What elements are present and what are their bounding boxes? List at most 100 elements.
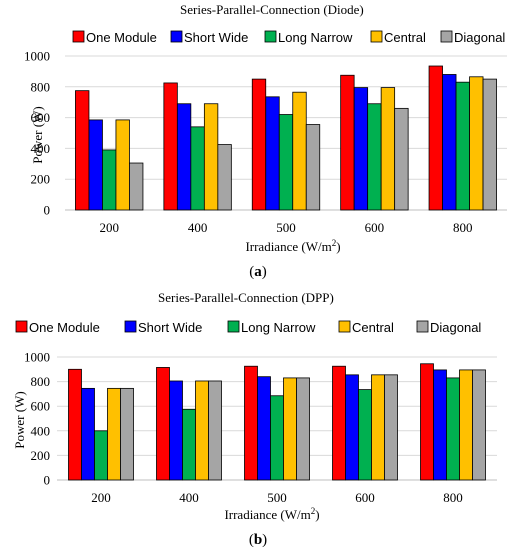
chart-a-ylabel: Power (W) — [30, 106, 45, 163]
bar-a-400-one-module — [163, 82, 178, 211]
bar-a-500-one-module — [251, 78, 267, 211]
chart-b-ylabel: Power (W) — [12, 391, 27, 448]
bar-b-800-one-module — [420, 363, 434, 481]
bar-b-200-long-narrow — [94, 430, 108, 481]
bar-a-600-long-narrow — [367, 103, 382, 211]
legend-swatch-a-1 — [170, 30, 183, 43]
legend-label-b-3: Central — [352, 320, 394, 335]
legend-label-a-1: Short Wide — [184, 30, 248, 45]
chart-b-title: Series-Parallel-Connection (DPP) — [158, 290, 334, 305]
bar-b-200-diagonal — [120, 387, 134, 481]
bar-a-800-long-narrow — [455, 81, 470, 211]
legend-label-a-4: Diagonal — [454, 30, 505, 45]
x-tick-label-a-0: 200 — [99, 220, 119, 235]
bar-b-200-one-module — [68, 368, 82, 481]
y-tick-label-a-0: 0 — [44, 203, 51, 218]
chart-b-legend: One Module Short Wide Long Narrow Centra… — [15, 320, 481, 335]
x-tick-label-b-2: 500 — [267, 490, 287, 505]
legend-swatch-a-4 — [440, 30, 453, 43]
legend-label-b-1: Short Wide — [138, 320, 202, 335]
legend-swatch-a-0 — [72, 30, 85, 43]
bar-b-400-central — [195, 380, 209, 481]
bar-b-200-central — [107, 387, 121, 481]
bar-a-600-central — [380, 87, 396, 211]
legend-swatch-b-0 — [15, 320, 28, 333]
bar-a-200-long-narrow — [102, 149, 117, 211]
bar-b-600-diagonal — [384, 374, 398, 481]
bar-b-600-short-wide — [345, 374, 359, 481]
bar-b-400-diagonal — [208, 380, 222, 481]
chart-b-caption: (b) — [249, 532, 267, 548]
bar-a-800-central — [469, 76, 484, 211]
chart-a-plot: 0 200 400 600 800 1000 200 400 500 600 800 — [24, 49, 507, 235]
x-tick-label-b-1: 400 — [179, 490, 199, 505]
bar-a-500-short-wide — [265, 96, 280, 211]
legend-label-a-0: One Module — [86, 30, 157, 45]
legend-swatch-a-2 — [264, 30, 277, 43]
legend-swatch-b-4 — [416, 320, 429, 333]
y-tick-label-b-2: 400 — [31, 423, 51, 438]
x-tick-label-b-3: 600 — [355, 490, 375, 505]
bar-a-800-short-wide — [442, 74, 457, 211]
y-tick-label-b-5: 1000 — [24, 350, 50, 365]
x-tick-label-a-4: 800 — [453, 220, 473, 235]
chart-a-legend: One Module Short Wide Long Narrow Centra… — [72, 30, 505, 45]
bar-b-500-short-wide — [257, 376, 271, 481]
bar-b-500-diagonal — [296, 377, 310, 481]
legend-label-a-3: Central — [384, 30, 426, 45]
bar-a-200-central — [115, 119, 130, 211]
legend-label-b-2: Long Narrow — [241, 320, 316, 335]
bar-a-600-diagonal — [394, 107, 409, 211]
bar-b-800-diagonal — [472, 369, 486, 481]
bar-b-200-short-wide — [81, 387, 95, 481]
bar-a-400-central — [203, 103, 219, 211]
y-tick-label-b-4: 800 — [31, 374, 51, 389]
x-tick-label-a-3: 600 — [365, 220, 385, 235]
legend-swatch-b-3 — [338, 320, 351, 333]
bar-a-500-central — [292, 91, 307, 211]
legend-label-b-4: Diagonal — [430, 320, 481, 335]
legend-swatch-b-1 — [124, 320, 137, 333]
bar-b-500-one-module — [244, 365, 258, 481]
bar-a-200-short-wide — [88, 119, 103, 211]
bar-b-500-central — [283, 377, 297, 481]
x-tick-label-a-2: 500 — [276, 220, 296, 235]
x-tick-label-a-1: 400 — [188, 220, 208, 235]
bar-a-500-diagonal — [305, 124, 321, 211]
bar-b-600-long-narrow — [358, 389, 372, 481]
bar-b-800-short-wide — [433, 369, 447, 481]
chart-b-xlabel: Irradiance (W/m2) — [224, 506, 319, 522]
bar-a-400-diagonal — [217, 144, 232, 211]
chart-a-title: Series-Parallel-Connection (Diode) — [180, 2, 364, 17]
y-tick-label-a-3: 600 — [31, 110, 51, 125]
chart-a-caption: (a) — [249, 264, 267, 280]
y-tick-label-a-1: 200 — [31, 172, 51, 187]
bar-a-800-diagonal — [482, 78, 497, 211]
bar-a-600-one-module — [340, 74, 355, 211]
y-tick-label-b-0: 0 — [44, 473, 51, 488]
bar-a-400-long-narrow — [190, 126, 205, 211]
chart-b-plot: 0 200 400 600 800 1000 200 400 500 600 800 — [24, 350, 497, 505]
bar-a-600-short-wide — [353, 87, 369, 211]
chart-b: Series-Parallel-Connection (DPP) One Mod… — [12, 290, 497, 548]
bar-b-800-long-narrow — [446, 377, 460, 481]
x-tick-label-b-0: 200 — [91, 490, 111, 505]
bar-a-400-short-wide — [176, 103, 192, 211]
chart-a-caption-letter: a — [254, 264, 262, 280]
y-tick-label-a-4: 800 — [31, 79, 51, 94]
bar-b-400-long-narrow — [182, 408, 196, 481]
y-tick-label-a-5: 1000 — [24, 49, 50, 64]
bar-a-200-diagonal — [129, 162, 144, 211]
bar-a-800-one-module — [428, 65, 443, 211]
bar-b-600-central — [371, 374, 385, 481]
bar-b-400-short-wide — [169, 380, 183, 481]
x-tick-label-b-4: 800 — [443, 490, 463, 505]
bar-b-600-one-module — [332, 365, 346, 481]
bar-b-500-long-narrow — [270, 395, 284, 481]
bar-b-400-one-module — [156, 367, 170, 481]
chart-a: Series-Parallel-Connection (Diode) One M… — [24, 2, 507, 280]
bar-b-800-central — [459, 369, 473, 481]
chart-b-caption-letter: b — [254, 532, 262, 548]
chart-a-xlabel: Irradiance (W/m2) — [245, 238, 340, 254]
